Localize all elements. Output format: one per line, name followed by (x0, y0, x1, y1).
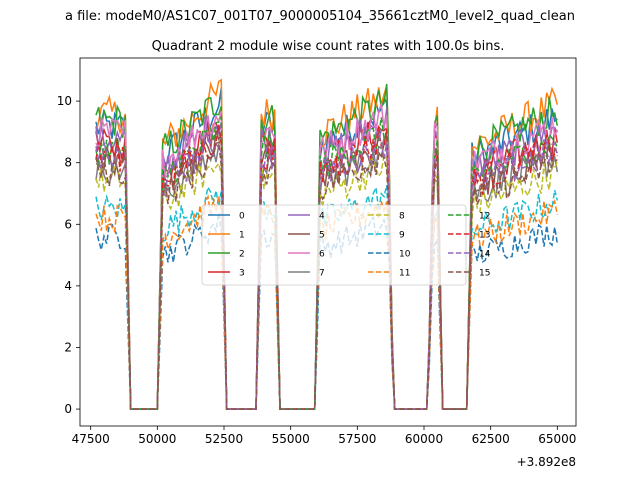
legend-label-8: 8 (399, 212, 405, 222)
y-tick-label: 10 (57, 94, 72, 108)
legend-label-6: 6 (319, 250, 325, 260)
x-tick-label: 62500 (472, 432, 510, 446)
series-line-8 (95, 152, 559, 410)
series-line-14 (95, 131, 559, 410)
series-layer (95, 78, 559, 410)
series-line-6 (95, 103, 558, 410)
series-line-0 (95, 87, 558, 410)
y-tick-label: 0 (64, 402, 72, 416)
legend-label-12: 12 (479, 212, 490, 222)
chart-title: Quadrant 2 module wise count rates with … (152, 39, 505, 54)
series-line-2 (95, 83, 559, 410)
x-tick-label: 50000 (138, 432, 176, 446)
legend-label-4: 4 (319, 212, 325, 222)
y-tick-label: 2 (64, 340, 72, 354)
x-axis: 47500 50000 52500 55000 57500 60000 62500 65000 (72, 426, 576, 446)
x-tick-label: 60000 (405, 432, 443, 446)
x-tick-label: 52500 (205, 432, 243, 446)
legend-label-11: 11 (399, 269, 410, 279)
legend-label-5: 5 (319, 231, 325, 241)
y-tick-label: 6 (64, 217, 72, 231)
legend-label-7: 7 (319, 269, 325, 279)
legend-label-10: 10 (399, 250, 411, 260)
legend-label-0: 0 (239, 212, 245, 222)
x-offset-label: +3.892e8 (517, 455, 576, 469)
x-tick-label: 57500 (338, 432, 376, 446)
series-line-15 (95, 141, 558, 410)
legend-label-3: 3 (239, 269, 245, 279)
legend-box (201, 204, 467, 286)
series-line-5 (95, 130, 558, 410)
legend-label-9: 9 (399, 231, 405, 241)
legend-label-2: 2 (239, 250, 245, 260)
figure-suptitle: a file: modeM0/AS1C07_001T07_9000005104_… (65, 9, 575, 24)
legend-label-1: 1 (239, 231, 245, 241)
y-tick-label: 4 (64, 279, 72, 293)
y-axis: 0 2 4 6 8 10 (57, 94, 80, 416)
plot-frame (79, 57, 577, 427)
legend-label-15: 15 (479, 269, 490, 279)
legend-label-14: 14 (479, 250, 491, 260)
x-tick-label: 47500 (72, 432, 110, 446)
legend-label-13: 13 (479, 231, 490, 241)
x-tick-label: 65000 (538, 432, 576, 446)
x-tick-label: 55000 (272, 432, 310, 446)
y-tick-label: 8 (64, 156, 72, 170)
